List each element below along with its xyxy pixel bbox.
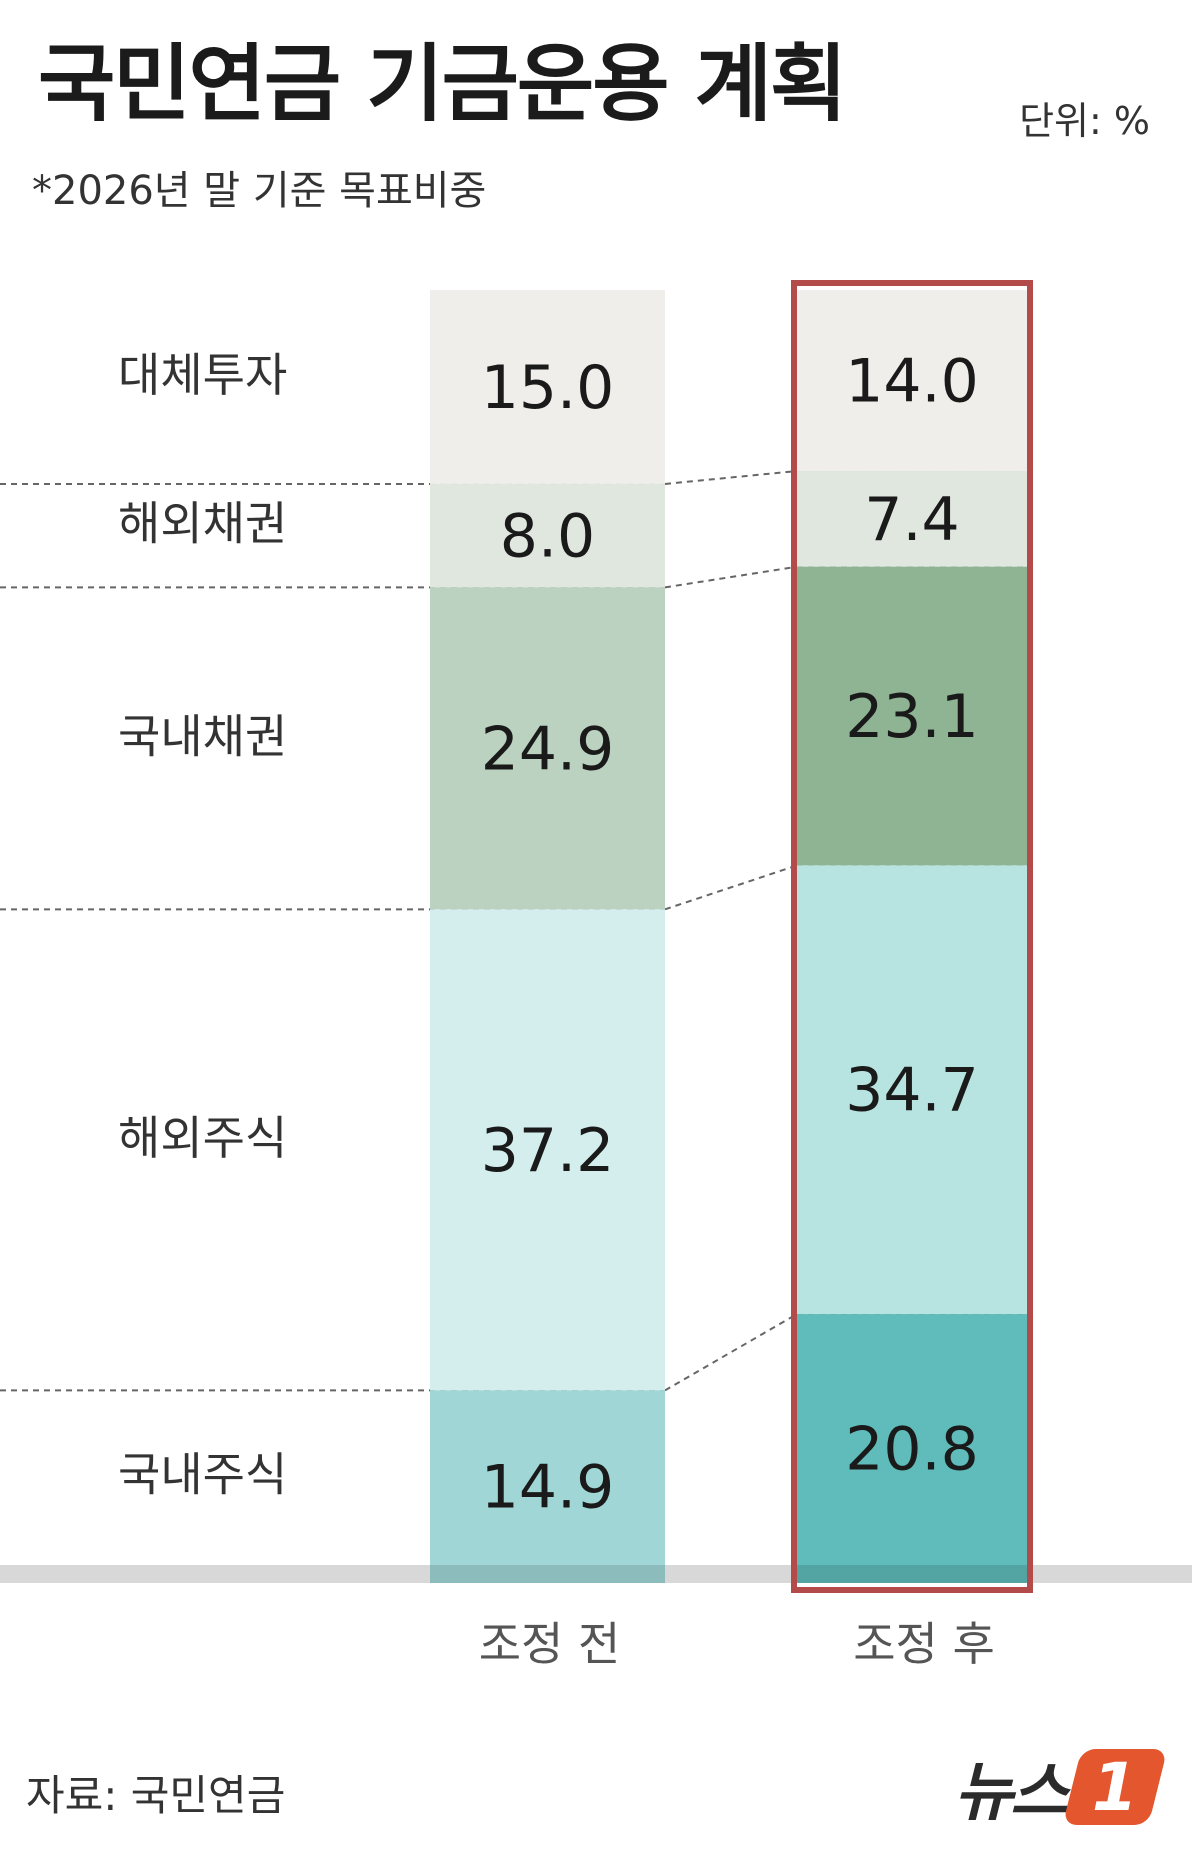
series-label: 해외채권 bbox=[118, 497, 287, 551]
data-label: 8.0 bbox=[500, 502, 595, 572]
data-label: 7.4 bbox=[864, 485, 959, 555]
source-note: 자료: 국민연금 bbox=[26, 1771, 286, 1820]
bar-base-shade bbox=[797, 1565, 1027, 1583]
data-label: 24.9 bbox=[481, 714, 615, 784]
series-label: 국내주식 bbox=[118, 1448, 287, 1502]
bar-segment-after-3 bbox=[797, 865, 1027, 1315]
series-label: 해외주식 bbox=[118, 1111, 287, 1165]
highlight-border bbox=[791, 280, 1033, 1593]
connector-line bbox=[664, 1313, 798, 1392]
bar-segment-before-2 bbox=[430, 587, 665, 910]
logo-badge: 1 bbox=[1062, 1748, 1168, 1826]
data-label: 15.0 bbox=[481, 353, 615, 423]
x-tick-label: 조정 전 bbox=[479, 1617, 621, 1671]
data-label: 14.0 bbox=[845, 347, 979, 417]
bar-segment-after-1 bbox=[797, 471, 1027, 567]
bar-segment-after-4 bbox=[797, 1314, 1027, 1583]
bar-segment-before-1 bbox=[430, 483, 665, 588]
bar-segment-before-4 bbox=[430, 1390, 665, 1583]
connector-line bbox=[664, 565, 798, 589]
series-label: 국내채권 bbox=[118, 709, 287, 763]
bar-segment-after-2 bbox=[797, 566, 1027, 866]
bar-segment-after-0 bbox=[797, 290, 1027, 472]
bar-base-shade bbox=[430, 1565, 665, 1583]
logo-badge-number: 1 bbox=[1092, 1748, 1138, 1826]
bar-segment-before-3 bbox=[430, 909, 665, 1391]
logo-text: 뉴스 bbox=[954, 1756, 1069, 1830]
unit-label: 단위: % bbox=[1019, 99, 1150, 143]
data-label: 23.1 bbox=[845, 682, 979, 752]
series-label: 대체투자 bbox=[118, 348, 287, 402]
data-label: 34.7 bbox=[845, 1056, 979, 1126]
connector-line bbox=[664, 470, 798, 485]
data-label: 14.9 bbox=[481, 1453, 615, 1523]
news1-logo: 뉴스 1 bbox=[954, 1742, 1168, 1832]
x-tick-label: 조정 후 bbox=[853, 1617, 995, 1671]
chart-subtitle: *2026년 말 기준 목표비중 bbox=[32, 168, 487, 214]
connector-line bbox=[664, 864, 798, 911]
data-label: 37.2 bbox=[481, 1116, 615, 1186]
chart-title: 국민연금 기금운용 계획 bbox=[38, 35, 847, 133]
data-label: 20.8 bbox=[845, 1415, 979, 1485]
bar-segment-before-0 bbox=[430, 290, 665, 484]
